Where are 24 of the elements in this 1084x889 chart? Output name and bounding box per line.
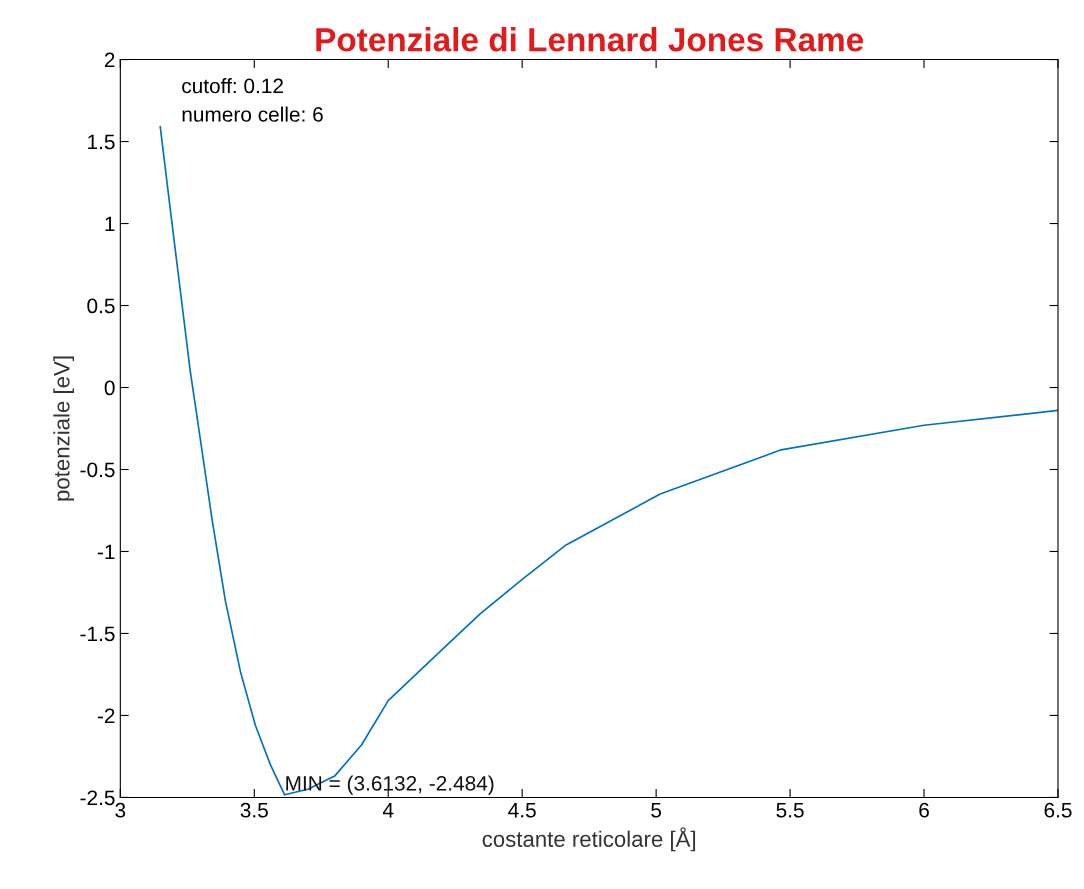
- x-tick-label: 4.5: [508, 803, 536, 818]
- chart-title: Potenziale di Lennard Jones Rame: [316, 27, 864, 52]
- x-tick-label: 5: [651, 803, 662, 818]
- x-tick-label: 3.5: [240, 802, 268, 818]
- y-axis-title: potenziale [eV]: [53, 356, 75, 501]
- annotation: MIN = (3.6132, -2.484): [286, 775, 494, 795]
- x-axis-title: costante reticolare [Å]: [482, 827, 696, 852]
- y-tick-label: 1: [105, 216, 115, 232]
- y-tick-label: 0: [104, 380, 115, 396]
- y-tick-label: -2.5: [80, 790, 115, 806]
- y-tick-label: -1.5: [80, 626, 115, 642]
- x-tick-label: 6.5: [1044, 802, 1072, 818]
- y-tick-label: 2: [104, 52, 115, 68]
- y-tick-label: -2: [97, 708, 115, 723]
- annotation: cutoff: 0.12 numero celle: 6: [182, 78, 323, 122]
- x-tick-label: 5.5: [776, 803, 804, 818]
- x-tick-label: 6: [919, 802, 929, 818]
- x-tick-label: 4: [382, 803, 394, 818]
- x-tick-label: 3: [115, 802, 126, 818]
- line-series: [159, 125, 1058, 796]
- y-tick-label: 1.5: [88, 134, 115, 150]
- y-tick-label: 0.5: [87, 298, 115, 314]
- y-tick-label: -1: [97, 544, 115, 560]
- y-tick-label: -0.5: [80, 462, 115, 478]
